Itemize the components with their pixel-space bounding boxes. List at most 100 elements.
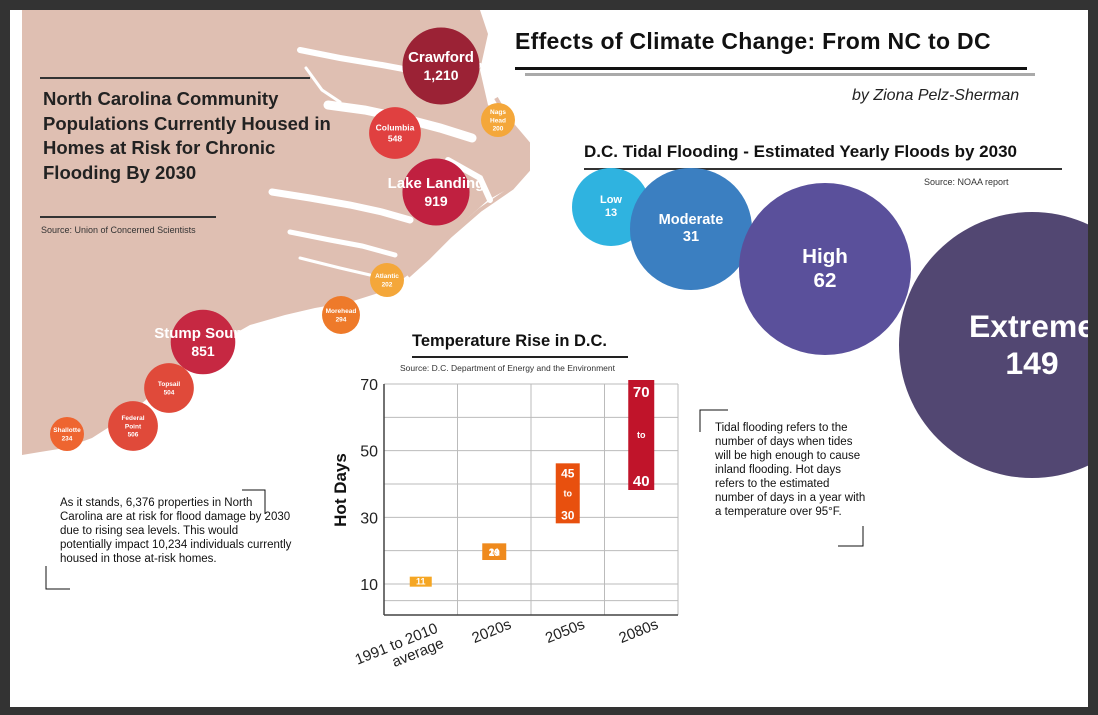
nc-bubble-value: 202	[382, 282, 393, 289]
temp-bar-low-label: 30	[561, 508, 575, 522]
tidal-rule	[584, 168, 1062, 170]
nc-bubble-label: Shallotte	[53, 427, 81, 434]
y-tick-label: 10	[360, 577, 378, 594]
tidal-bubble-label: Low	[599, 194, 622, 207]
tidal-bubble-label: High	[802, 245, 848, 269]
nc-bubble-label: Atlantic	[375, 273, 399, 280]
temp-bar-high-label: 45	[561, 466, 575, 480]
tidal-bubble-label: Moderate	[658, 212, 724, 229]
nc-bubble-circle	[144, 363, 194, 413]
temp-bar-low-label: 19	[489, 548, 501, 559]
nc-bubble-label: Head	[490, 117, 506, 124]
tidal-bubble-label: Extreme	[969, 308, 1088, 345]
tidal-note: Tidal flooding refers to the number of d…	[715, 422, 866, 518]
temp-bar-1991-to-2010-average: 11	[409, 576, 432, 587]
nc-bubble-circle	[481, 103, 515, 137]
nc-bubble-label: Lake Landing	[388, 175, 485, 192]
x-tick-label: 2050s	[543, 616, 587, 647]
nc-bubble-value: 504	[164, 390, 175, 397]
nc-bubble-value: 200	[493, 126, 504, 133]
nc-bubble-label: Nags	[490, 109, 506, 116]
nc-bubble-label: Topsail	[158, 381, 180, 388]
temp-bar-label: 11	[416, 577, 426, 587]
x-tick-label-2080s: 2080s	[616, 616, 660, 647]
byline: by Ziona Pelz-Sherman	[852, 87, 1020, 104]
temp-bar-2050s: 45 to 30	[555, 463, 580, 524]
temp-bar-rect	[409, 576, 432, 587]
x-tick-label-2020s: 2020s	[469, 616, 513, 647]
nc-bubble-value: 234	[62, 436, 73, 443]
nc-bubble-circle	[322, 296, 360, 334]
temp-bar-high-label: 70	[633, 384, 650, 401]
nc-bubble-columbia: Columbia 548	[369, 107, 421, 159]
temp-bar-low-label: 40	[633, 473, 650, 490]
nc-bubble-topsail: Topsail 504	[144, 363, 194, 413]
nc-bubble-label: Stump Sound	[154, 325, 252, 342]
x-tick-label-2050s: 2050s	[543, 616, 587, 647]
nc-heading: North Carolina Community Populations Cur…	[43, 88, 331, 183]
nc-bubble-circle	[170, 309, 236, 375]
infographic-page: Crawford 1,210 Columbia 548 Nags Head 200 Lake …	[10, 10, 1088, 707]
nc-bubble-label: Point	[125, 423, 142, 430]
temp-bar-rect	[555, 463, 580, 524]
nc-source: Source: Union of Concerned Scientists	[41, 225, 196, 235]
nc-bubble-label: Morehead	[326, 308, 357, 315]
title-subrule	[525, 73, 1035, 76]
y-axis-label: Hot Days	[331, 453, 350, 527]
y-tick-label: 50	[360, 444, 378, 461]
tidal-bubble-moderate: Moderate 31	[630, 168, 752, 290]
nc-bubble-label: Columbia	[376, 122, 415, 132]
tidal-bubbles: Low 13 Moderate 31 High 62 Extreme 149	[10, 10, 1088, 707]
nc-bubble-value: 506	[128, 432, 139, 439]
nc-heading-bottom-rule	[40, 216, 216, 218]
temp-bar-joiner: to	[637, 430, 646, 440]
page-title: Effects of Climate Change: From NC to DC	[515, 28, 991, 54]
nc-bubble-circle	[402, 158, 470, 226]
nc-bubble-value: 851	[191, 343, 215, 359]
tidal-bubble-value: 31	[682, 228, 700, 245]
temp-bar-rect	[628, 380, 655, 490]
nc-bubble-value: 294	[336, 317, 347, 324]
nc-bubble-circle	[369, 107, 421, 159]
nc-note-brackets	[45, 489, 266, 590]
temp-bar-joiner: to	[564, 488, 573, 498]
nc-bubble-value: 1,210	[423, 67, 458, 83]
tidal-note-brackets	[699, 409, 864, 547]
tidal-bubble-value: 62	[813, 268, 837, 292]
tidal-bubble-value: 13	[604, 206, 618, 219]
tidal-bubble-value: 149	[1005, 345, 1059, 381]
temp-bar-2080s: 70 to 40	[628, 380, 655, 490]
nc-bubble-circle	[108, 401, 158, 451]
nc-bubble-morehead: Morehead 294	[322, 296, 360, 334]
x-tick-label: 2080s	[616, 616, 660, 647]
y-tick-label: 70	[360, 377, 378, 394]
nc-bubble-circle	[50, 417, 84, 451]
tidal-heading: D.C. Tidal Flooding - Estimated Yearly F…	[584, 142, 1017, 161]
tidal-bubble-high: High 62	[739, 183, 911, 355]
nc-bubble-value: 548	[388, 134, 402, 144]
temp-chart-title: Temperature Rise in D.C.	[412, 332, 607, 350]
nc-heading-top-rule	[40, 77, 310, 79]
temp-title-rule	[412, 356, 628, 358]
nc-bubble-circle	[370, 263, 404, 297]
nc-bubble-atlantic: Atlantic 202	[370, 263, 404, 297]
temp-bar-rect	[482, 543, 507, 560]
y-tick-label: 30	[360, 510, 378, 527]
tidal-source: Source: NOAA report	[924, 177, 1009, 187]
nc-bubble-circle	[402, 27, 480, 105]
nc-bubble-shallotte: Shallotte 234	[50, 417, 84, 451]
nc-note: As it stands, 6,376 properties in North …	[60, 497, 292, 565]
temp-bar-joiner: to	[491, 551, 497, 557]
temp-chart-source: Source: D.C. Department of Energy and th…	[400, 363, 615, 373]
tidal-bubble-extreme: Extreme 149	[899, 212, 1088, 478]
title-rule	[515, 67, 1027, 70]
